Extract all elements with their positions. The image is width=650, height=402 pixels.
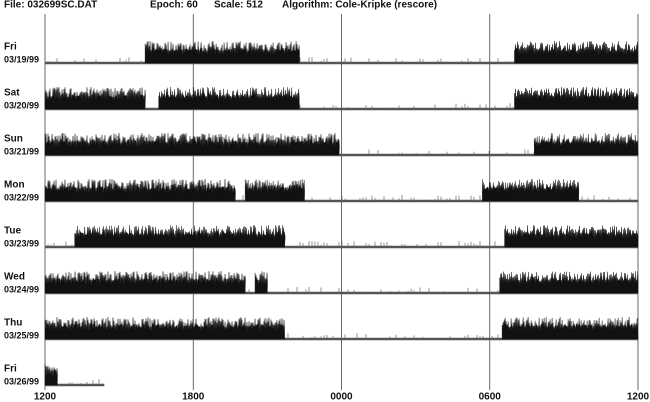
date-label: 03/24/99 <box>4 284 39 294</box>
active-period <box>74 225 286 248</box>
active-period <box>514 41 639 64</box>
day-label: Sun <box>4 134 23 145</box>
header-item: Epoch: 60 <box>150 0 198 11</box>
active-period <box>504 225 639 248</box>
x-tick-label: 1800 <box>182 392 205 402</box>
active-period <box>534 133 639 156</box>
active-period <box>44 133 340 156</box>
date-label: 03/19/99 <box>4 54 39 64</box>
day-label: Tue <box>4 226 21 237</box>
day-label: Thu <box>4 318 22 329</box>
date-label: 03/25/99 <box>4 330 39 340</box>
x-tick-label: 0600 <box>479 392 502 402</box>
header-item: Scale: 512 <box>214 0 263 11</box>
x-tick-label: 1200 <box>34 392 57 402</box>
x-tick-label: 1200 <box>627 392 650 402</box>
day-label: Fri <box>4 42 17 53</box>
day-label: Sat <box>4 88 20 99</box>
day-label: Mon <box>4 180 25 191</box>
active-period <box>44 363 58 386</box>
day-label: Fri <box>4 364 17 375</box>
day-label: Wed <box>4 272 25 283</box>
active-period <box>44 317 285 340</box>
date-label: 03/26/99 <box>4 376 39 386</box>
active-period <box>244 179 305 202</box>
header-item: Algorithm: Cole-Kripke (rescore) <box>282 0 437 11</box>
active-period <box>44 179 236 202</box>
active-period <box>44 271 246 294</box>
active-period <box>514 87 639 110</box>
active-period <box>144 41 300 64</box>
x-tick-label: 0000 <box>330 392 353 402</box>
date-label: 03/21/99 <box>4 146 39 156</box>
date-label: 03/22/99 <box>4 192 39 202</box>
active-period <box>44 87 146 110</box>
active-period <box>158 86 300 110</box>
header-item: File: 032699SC.DAT <box>4 0 97 11</box>
active-period <box>482 178 580 202</box>
date-label: 03/23/99 <box>4 238 39 248</box>
active-period <box>254 271 268 294</box>
date-label: 03/20/99 <box>4 100 39 110</box>
active-period <box>501 317 639 340</box>
active-period <box>499 271 639 294</box>
